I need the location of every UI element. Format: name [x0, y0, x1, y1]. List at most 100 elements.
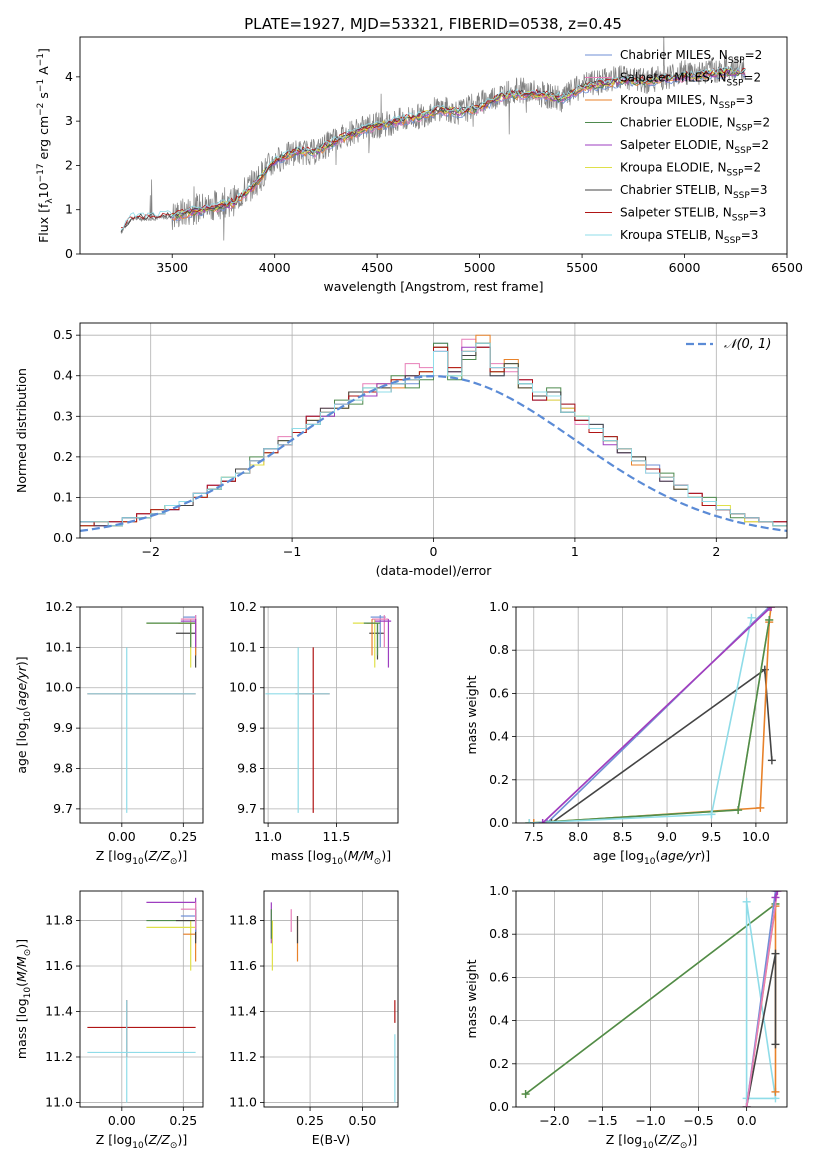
- y-tick-label: 3: [65, 113, 73, 128]
- x-tick-label: 9.0: [657, 829, 677, 844]
- x-tick-label: 5000: [464, 260, 496, 275]
- y-tick-label: 11.8: [229, 913, 257, 928]
- x-tick-label: 4500: [361, 260, 393, 275]
- x-axis-title: age [log10(age/yr)]: [593, 848, 710, 867]
- x-tick-label: 1: [571, 544, 579, 559]
- legend-text: Kroupa STELIB, NSSP=3: [620, 228, 758, 246]
- x-tick-label: 0.50: [348, 1113, 376, 1128]
- chart-weight-vs-Z: −2.0 −1.5 −1.0 −0.5 0.0 0.0 0.2 0.4 0.6 0.8 1.0 Z […: [464, 883, 788, 1151]
- axes-frame: [79, 606, 204, 824]
- axes-frame: [263, 890, 399, 1108]
- y-tick-label: 11.0: [45, 1094, 73, 1109]
- y-tick-label: 11.8: [45, 913, 73, 928]
- y-axis-title: Normed distribution: [14, 368, 29, 493]
- x-axis-title: (data-model)/error: [376, 563, 493, 578]
- x-tick-label: 6500: [771, 260, 803, 275]
- y-tick-label: 11.2: [45, 1049, 73, 1064]
- plot-area: [516, 607, 787, 823]
- x-tick-label: −2: [141, 544, 159, 559]
- x-tick-label: 0.0: [737, 1113, 757, 1128]
- x-tick-label: 0.25: [296, 1113, 324, 1128]
- legend-text: Chabrier MILES, NSSP=2: [620, 48, 762, 66]
- x-tick-label: 5500: [566, 260, 598, 275]
- y-tick-label: 10.1: [45, 639, 73, 654]
- weight-line-2: [551, 668, 773, 823]
- chart-age-vs-Z: 0.00 0.25 9.7 9.8 9.9 10.0 10.1 10.2 Z [log10(Z/…: [14, 599, 204, 867]
- y-tick-label: 0.5: [53, 327, 73, 342]
- plot-area: [264, 891, 398, 1107]
- x-tick-label: 2: [712, 544, 720, 559]
- x-tick-label: 0.00: [108, 1113, 136, 1128]
- y-tick-label: 9.8: [53, 760, 73, 775]
- x-tick-label: 11.0: [254, 829, 282, 844]
- x-axis-title: Z [log10(Z/Z⊙)]: [96, 848, 187, 867]
- marker-7: [767, 607, 776, 611]
- plot-area: [120, 37, 747, 241]
- marker-4: [771, 1040, 780, 1049]
- marker-6: [747, 613, 756, 622]
- marker-4: [771, 949, 780, 958]
- chart-spectrum: Chabrier MILES, NSSP=2 Salpeter MILES, NS…: [36, 36, 803, 294]
- y-tick-label: 0.4: [489, 729, 509, 744]
- gaussian-curve: [80, 375, 787, 532]
- plot-area: [80, 607, 203, 823]
- plot-area: [516, 891, 787, 1107]
- marker-3: [529, 819, 538, 823]
- y-tick-label: 0: [65, 246, 73, 261]
- model-line-6: [120, 67, 746, 232]
- y-axis-title: mass [log10(M/M⊙)]: [14, 939, 33, 1059]
- y-tick-label: 2: [65, 157, 73, 172]
- model-line-0: [172, 71, 746, 222]
- y-tick-label: 1.0: [489, 883, 509, 898]
- y-tick-label: 11.4: [229, 1004, 257, 1019]
- marker-6: [525, 819, 534, 823]
- axes-frame: [79, 36, 788, 255]
- marker-3: [771, 1087, 780, 1096]
- y-tick-label: 11.4: [45, 1004, 73, 1019]
- marker-6: [707, 810, 716, 819]
- marker-0: [543, 819, 552, 823]
- y-tick-label: 0.2: [489, 1056, 509, 1071]
- x-tick-label: 0.25: [169, 829, 197, 844]
- x-tick-label: 8.5: [613, 829, 633, 844]
- x-tick-label: 0.25: [169, 1113, 197, 1128]
- weight-line-1: [525, 903, 776, 1095]
- y-tick-label: 9.7: [53, 801, 73, 816]
- y-tick-label: 9.9: [237, 720, 257, 735]
- y-tick-label: 11.6: [229, 958, 257, 973]
- y-tick-label: 0.8: [489, 642, 509, 657]
- x-axis-title: wavelength [Angstrom, rest frame]: [323, 279, 543, 294]
- plot-area: [80, 891, 203, 1107]
- marker-7: [771, 893, 780, 902]
- y-tick-label: 10.0: [45, 680, 73, 695]
- model-line-7: [120, 66, 746, 229]
- legend-text: Chabrier ELODIE, NSSP=2: [620, 116, 770, 134]
- x-tick-label: 11.5: [323, 829, 351, 844]
- x-tick-label: −2.0: [539, 1113, 569, 1128]
- y-tick-label: 0.6: [489, 685, 509, 700]
- y-tick-label: 0.0: [489, 815, 509, 830]
- x-axis-title: E(B-V): [312, 1132, 351, 1147]
- y-tick-label: 11.6: [45, 958, 73, 973]
- x-tick-label: 0.00: [108, 829, 136, 844]
- figure-title: PLATE=1927, MJD=53321, FIBERID=0538, z=0…: [244, 15, 622, 33]
- legend-text: Chabrier STELIB, NSSP=3: [620, 183, 768, 201]
- y-tick-label: 0.8: [489, 926, 509, 941]
- y-tick-label: 0.0: [489, 1099, 509, 1114]
- y-tick-label: 11.0: [229, 1094, 257, 1109]
- legend-text: Kroupa MILES, NSSP=3: [620, 93, 753, 111]
- y-tick-label: 0.4: [53, 368, 73, 383]
- marker-2: [742, 897, 751, 906]
- marker-1: [521, 1090, 530, 1099]
- chart-mass-vs-ebv: 0.25 0.50 11.0 11.2 11.4 11.6 11.8 E(B-V): [229, 890, 399, 1147]
- y-tick-label: 9.7: [237, 801, 257, 816]
- y-tick-label: 10.0: [229, 680, 257, 695]
- y-tick-label: 10.1: [229, 639, 257, 654]
- model-line-8: [120, 66, 746, 231]
- axes-frame: [515, 890, 788, 1108]
- marker-3: [756, 803, 765, 812]
- x-tick-label: 10.0: [742, 829, 770, 844]
- y-tick-label: 0.1: [53, 489, 73, 504]
- plot-area: [264, 607, 398, 823]
